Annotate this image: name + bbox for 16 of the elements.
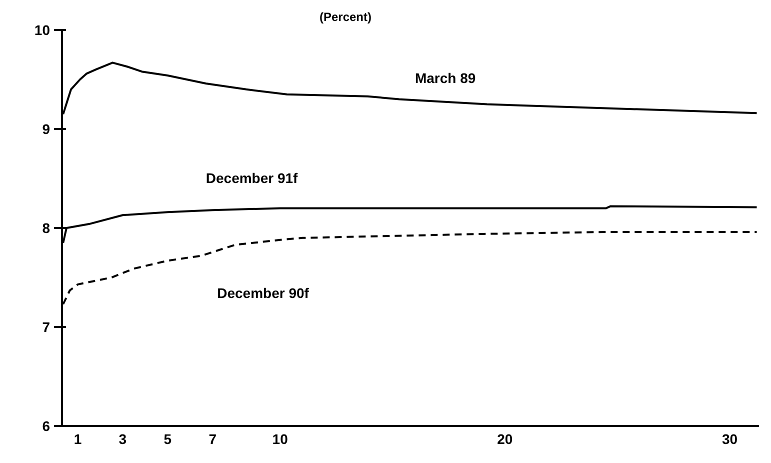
y-tick-label: 7 xyxy=(42,318,50,335)
x-tick-label: 7 xyxy=(208,430,217,447)
y-tick-label: 6 xyxy=(42,418,50,434)
chart-subtitle: (Percent) xyxy=(319,10,372,24)
y-tick-label: 10 xyxy=(34,22,50,38)
x-tick-label: 5 xyxy=(164,430,172,447)
x-tick-label: 1 xyxy=(74,430,82,447)
y-tick-label: 8 xyxy=(42,220,50,236)
x-tick-label: 30 xyxy=(722,430,738,447)
x-tick-label: 10 xyxy=(272,430,288,447)
series-label: March 89 xyxy=(414,70,476,86)
series-label: December 91f xyxy=(206,170,298,186)
x-tick-label: 3 xyxy=(118,430,127,447)
x-tick-label: 20 xyxy=(497,430,513,447)
y-tick-label: 9 xyxy=(42,120,50,137)
text: December 90f xyxy=(217,285,309,302)
